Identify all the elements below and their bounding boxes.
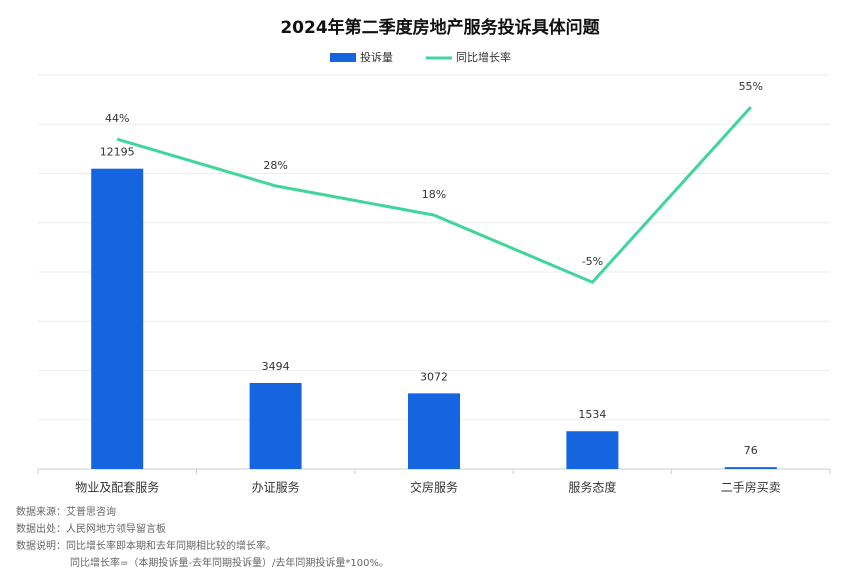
data-label: 18% xyxy=(422,188,446,201)
line xyxy=(116,106,752,285)
x-tick-label: 交房服务 xyxy=(410,480,458,495)
note: 数据说明：同比增长率即本期和去年同期相比较的增长率。 xyxy=(16,539,276,552)
data-label: 28% xyxy=(263,159,287,172)
x-tick-label: 办证服务 xyxy=(252,480,300,495)
bar xyxy=(91,168,144,469)
bar xyxy=(408,393,460,469)
bar xyxy=(724,467,777,469)
data-label: 1534 xyxy=(578,408,606,421)
bar xyxy=(249,382,302,469)
data-label: 3072 xyxy=(420,370,448,383)
data-label: 3494 xyxy=(262,360,290,373)
data-label: 44% xyxy=(105,112,129,125)
x-tick-label: 二手房买卖 xyxy=(721,480,781,495)
legend-label: 投诉量 xyxy=(360,50,393,64)
data-label: 12195 xyxy=(100,146,135,159)
x-tick-label: 物业及配套服务 xyxy=(75,480,159,495)
note: 数据出处：人民网地方领导留言板 xyxy=(16,522,166,535)
data-label: -5% xyxy=(582,255,603,268)
x-tick-label: 服务态度 xyxy=(568,480,616,495)
bar xyxy=(566,431,619,469)
note: 同比增长率=（本期投诉量-去年同期投诉量）/去年同期投诉量*100%。 xyxy=(70,556,389,569)
note: 数据来源：艾普思咨询 xyxy=(16,505,116,518)
data-label: 76 xyxy=(744,444,758,457)
chart-title: 2024年第二季度房地产服务投诉具体问题 xyxy=(280,17,600,38)
data-label: 55% xyxy=(739,80,763,93)
legend-label: 同比增长率 xyxy=(456,50,511,64)
legend-swatch xyxy=(330,53,356,62)
